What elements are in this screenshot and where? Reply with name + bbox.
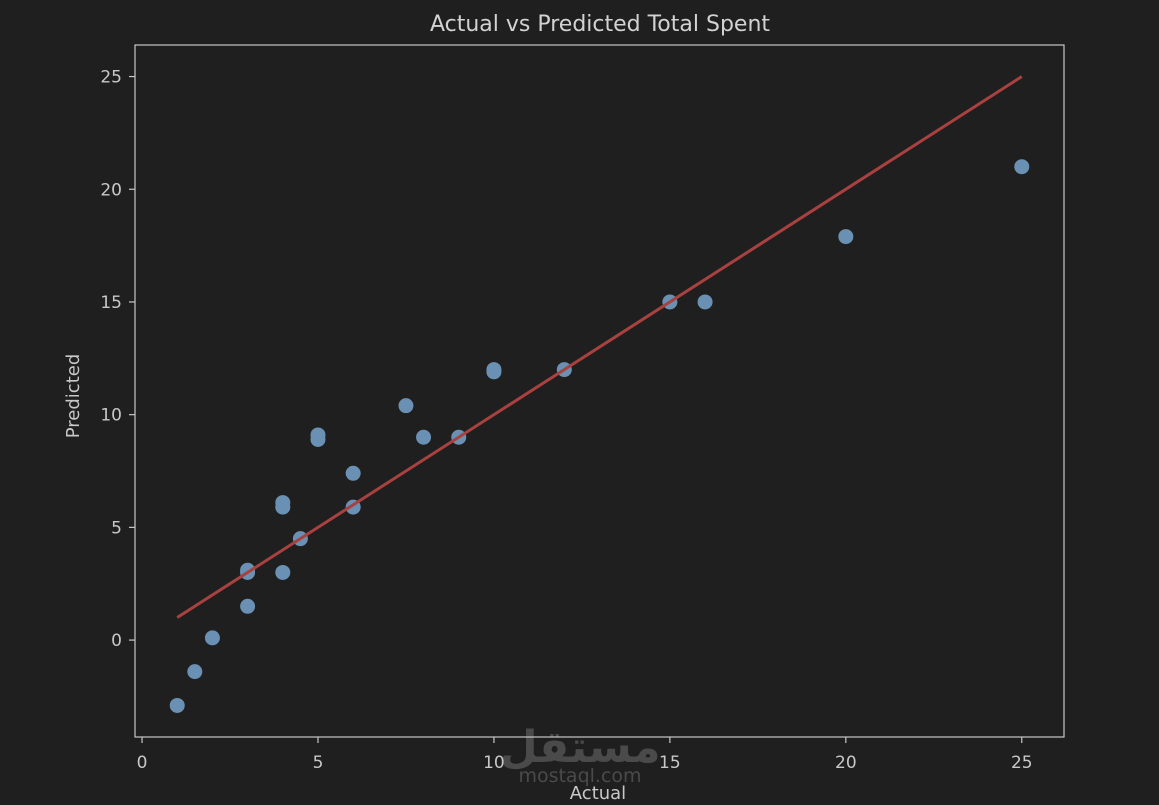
y-tick-label-5: 5 — [111, 518, 122, 538]
data-point-24 — [1014, 159, 1030, 175]
x-axis-ticks: 0 5 10 15 20 25 — [137, 737, 1033, 773]
watermark-latin: mostaql.com — [518, 765, 641, 787]
y-axis-ticks: 0 5 10 15 20 25 — [100, 68, 135, 651]
y-tick-label-10: 10 — [100, 406, 122, 426]
chart-title: Actual vs Predicted Total Spent — [430, 12, 770, 37]
data-point-22 — [697, 294, 713, 310]
x-tick-label-0: 0 — [137, 753, 148, 773]
watermark: مستقل mostaql.com — [500, 722, 661, 787]
data-point-16 — [416, 429, 432, 445]
y-tick-label-0: 0 — [111, 631, 122, 651]
data-point-9 — [275, 495, 291, 511]
data-point-4 — [240, 598, 256, 614]
data-point-15 — [398, 398, 414, 414]
x-axis-title: Actual — [570, 783, 626, 804]
data-points — [169, 159, 1030, 713]
y-tick-label-15: 15 — [100, 293, 122, 313]
data-point-7 — [275, 564, 291, 580]
x-tick-label-5: 5 — [313, 753, 324, 773]
data-point-23 — [838, 229, 854, 245]
x-tick-label-10: 10 — [483, 753, 505, 773]
data-point-1 — [169, 697, 185, 713]
x-tick-label-15: 15 — [659, 753, 681, 773]
reference-line — [176, 75, 1023, 619]
reference-line-layer — [176, 75, 1023, 619]
y-tick-label-25: 25 — [100, 68, 122, 88]
plot-frame — [134, 44, 1065, 738]
y-axis-title: Predicted — [63, 354, 84, 439]
y-tick-label-20: 20 — [100, 180, 122, 200]
watermark-arabic: مستقل — [500, 722, 661, 773]
data-point-2 — [187, 664, 203, 680]
data-point-12 — [310, 427, 326, 443]
data-point-3 — [204, 630, 220, 646]
data-point-14 — [345, 465, 361, 481]
x-tick-label-20: 20 — [835, 753, 857, 773]
data-point-19 — [486, 362, 502, 378]
x-tick-label-25: 25 — [1011, 753, 1033, 773]
